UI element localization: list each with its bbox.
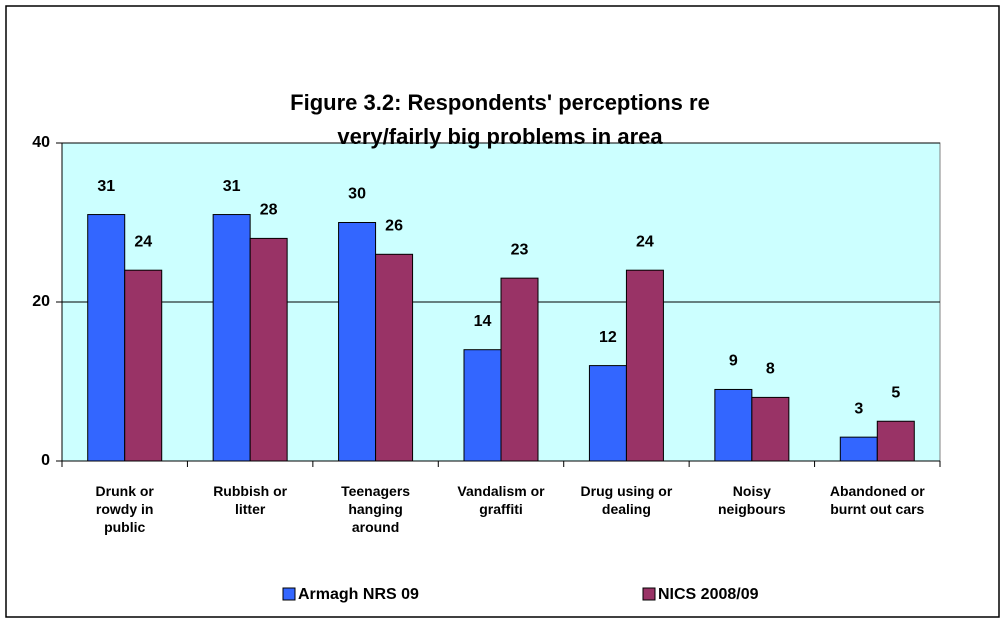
data-label: 3 xyxy=(854,400,863,417)
y-tick-label: 40 xyxy=(32,134,50,151)
bar xyxy=(588,365,627,462)
legend-swatch xyxy=(642,587,656,601)
data-label: 26 xyxy=(385,218,403,235)
x-tick-label: Abandoned or burnt out cars xyxy=(829,483,925,517)
bar xyxy=(212,214,251,462)
chart-title: Figure 3.2: Respondents' perceptions re … xyxy=(290,90,710,149)
bar xyxy=(876,420,915,462)
x-tick-label: Rubbish or litter xyxy=(213,483,288,517)
data-label: 5 xyxy=(891,384,900,401)
bar xyxy=(124,269,163,462)
data-label: 14 xyxy=(474,313,492,330)
bar xyxy=(87,214,126,462)
bar xyxy=(839,436,878,462)
bar xyxy=(625,269,664,462)
bar xyxy=(338,222,377,462)
data-label: 12 xyxy=(599,329,617,346)
data-label: 9 xyxy=(729,353,738,370)
data-label: 31 xyxy=(97,178,115,195)
data-label: 30 xyxy=(348,186,366,203)
x-tick-label: Teenagers hanging around xyxy=(341,483,411,535)
bar xyxy=(751,396,790,462)
data-label: 24 xyxy=(636,233,654,250)
legend-label: Armagh NRS 09 xyxy=(298,586,419,603)
data-label: 8 xyxy=(766,361,775,378)
bar xyxy=(463,349,502,462)
data-label: 28 xyxy=(260,202,278,219)
bar xyxy=(249,237,288,462)
legend-swatch xyxy=(282,587,296,601)
y-tick-label: 20 xyxy=(32,293,50,310)
data-label: 24 xyxy=(134,233,152,250)
x-tick-label: Drug using or dealing xyxy=(580,483,673,517)
data-label: 31 xyxy=(223,178,241,195)
bar xyxy=(714,388,753,462)
data-label: 23 xyxy=(511,241,529,258)
x-tick-label: Noisy neigbours xyxy=(718,483,786,517)
bar xyxy=(500,277,539,462)
x-tick-label: Drunk or rowdy in public xyxy=(95,483,154,535)
y-tick-label: 0 xyxy=(41,452,50,469)
bar xyxy=(375,253,414,462)
legend-label: NICS 2008/09 xyxy=(658,586,759,603)
x-tick-label: Vandalism or graffiti xyxy=(457,483,545,517)
